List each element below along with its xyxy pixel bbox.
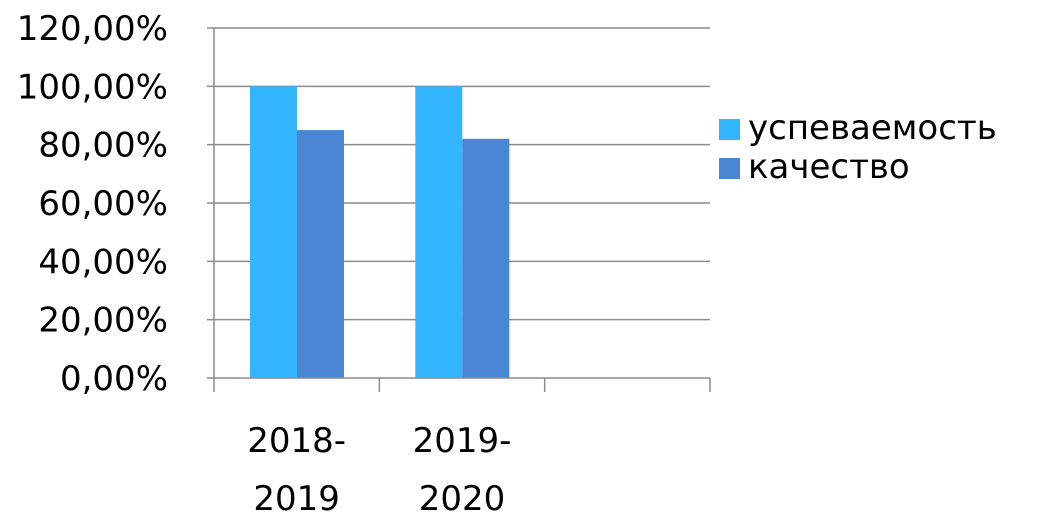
x-axis-category-labels: 2018- 2019 2019- 2020: [247, 421, 511, 519]
legend-label: качество: [748, 147, 910, 187]
y-tick-label: 40,00%: [38, 242, 168, 282]
legend-swatch: [719, 119, 740, 140]
y-axis-tick-labels: 0,00% 20,00% 40,00% 60,00% 80,00% 100,00% 120,…: [17, 9, 168, 399]
y-tick-label: 100,00%: [17, 67, 168, 107]
bar: [415, 86, 463, 378]
legend-swatch: [719, 158, 740, 179]
y-tick-label: 80,00%: [38, 126, 168, 166]
bars: [250, 86, 510, 378]
x-category-label-line1: 2018-: [247, 421, 346, 461]
legend-label: успеваемость: [748, 108, 997, 148]
x-category-label-line2: 2019: [253, 479, 340, 519]
y-tick-label: 20,00%: [38, 301, 168, 341]
bar: [250, 86, 297, 378]
x-category-label-line1: 2019-: [413, 421, 512, 461]
y-tick-label: 0,00%: [60, 359, 168, 399]
x-category-label-line2: 2020: [419, 479, 506, 519]
bar: [297, 130, 344, 378]
bar: [462, 138, 510, 378]
axes: [207, 27, 711, 392]
y-tick-label: 120,00%: [17, 9, 168, 49]
y-tick-label: 60,00%: [38, 184, 168, 224]
